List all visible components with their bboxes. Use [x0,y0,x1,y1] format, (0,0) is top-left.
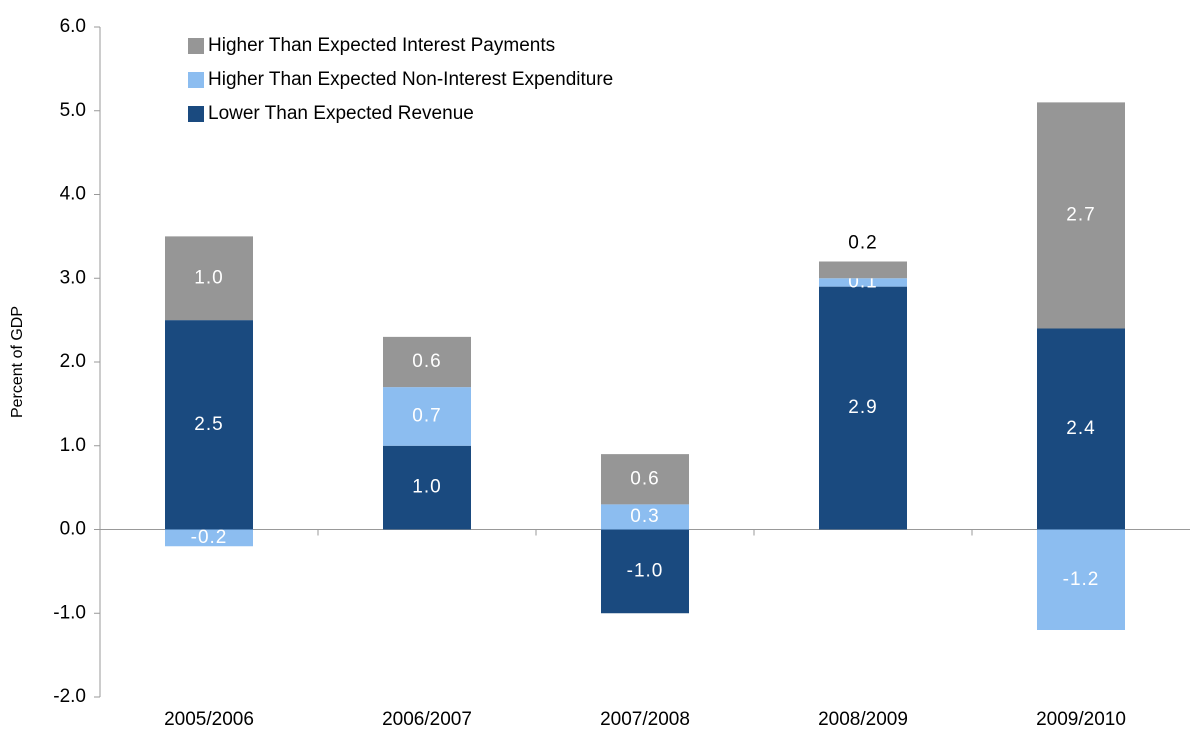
bar-segment [1037,328,1125,530]
bar-segment [383,445,471,530]
bar-segment [601,529,689,614]
bar-segment [165,529,253,547]
y-tick-label: 2.0 [60,351,86,372]
value-label: 1.0 [412,477,441,498]
value-label: 0.7 [412,405,441,426]
x-tick-label: 2007/2008 [600,709,690,730]
bar-segment [601,504,689,530]
legend-swatch [188,106,204,122]
x-tick-label: 2006/2007 [382,709,472,730]
legend-label: Higher Than Expected Non-Interest Expend… [208,69,613,90]
y-tick-label: -1.0 [53,602,86,623]
x-tick-label: 2008/2009 [818,709,908,730]
x-tick-label: 2009/2010 [1036,709,1126,730]
value-label: 2.7 [1066,204,1095,225]
value-label: -0.2 [191,527,228,548]
bar-segment [819,286,907,530]
value-label: -1.2 [1063,569,1100,590]
y-tick-label: -2.0 [53,686,86,707]
bar-segment [601,454,689,505]
legend-swatch [188,72,204,88]
value-label: 2.9 [848,397,877,418]
y-tick-label: 1.0 [60,435,86,456]
y-tick-label: 3.0 [60,267,86,288]
legend-swatch [188,38,204,54]
bar-segment [165,320,253,530]
bar-segment [819,278,907,287]
bar-segment [383,336,471,388]
y-tick-label: 6.0 [60,16,86,37]
x-tick-label: 2005/2006 [164,709,254,730]
bar-segment [1037,102,1125,329]
y-tick-label: 0.0 [60,519,86,540]
value-label: 0.6 [630,468,659,489]
value-label: 1.0 [194,267,223,288]
legend-label: Higher Than Expected Interest Payments [208,35,555,56]
y-tick-label: 4.0 [60,184,86,205]
y-tick-label: 5.0 [60,100,86,121]
value-label: -1.0 [627,560,664,581]
bar-segment [819,261,907,279]
value-label: 2.4 [1066,418,1095,439]
value-label: 0.6 [412,351,441,372]
bar-segment [383,387,471,446]
bar-segment [1037,529,1125,630]
value-label: 0.3 [630,506,659,527]
value-label: 2.5 [194,414,223,435]
bar-segment [165,236,253,321]
value-label: 0.2 [848,233,877,254]
legend-label: Lower Than Expected Revenue [208,103,474,124]
y-axis-label: Percent of GDP [9,306,26,418]
